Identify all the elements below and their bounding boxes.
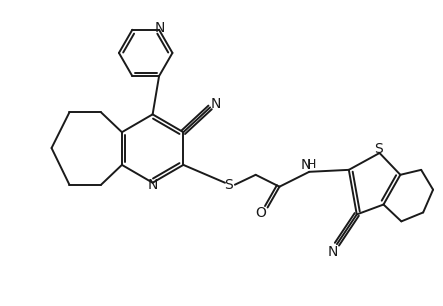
Text: H: H (307, 159, 316, 171)
Text: N: N (148, 178, 158, 192)
Text: N: N (301, 158, 311, 172)
Text: N: N (211, 97, 221, 111)
Text: O: O (255, 207, 266, 220)
Text: S: S (225, 178, 233, 192)
Text: S: S (374, 142, 383, 156)
Text: N: N (155, 21, 165, 35)
Text: N: N (328, 245, 338, 259)
